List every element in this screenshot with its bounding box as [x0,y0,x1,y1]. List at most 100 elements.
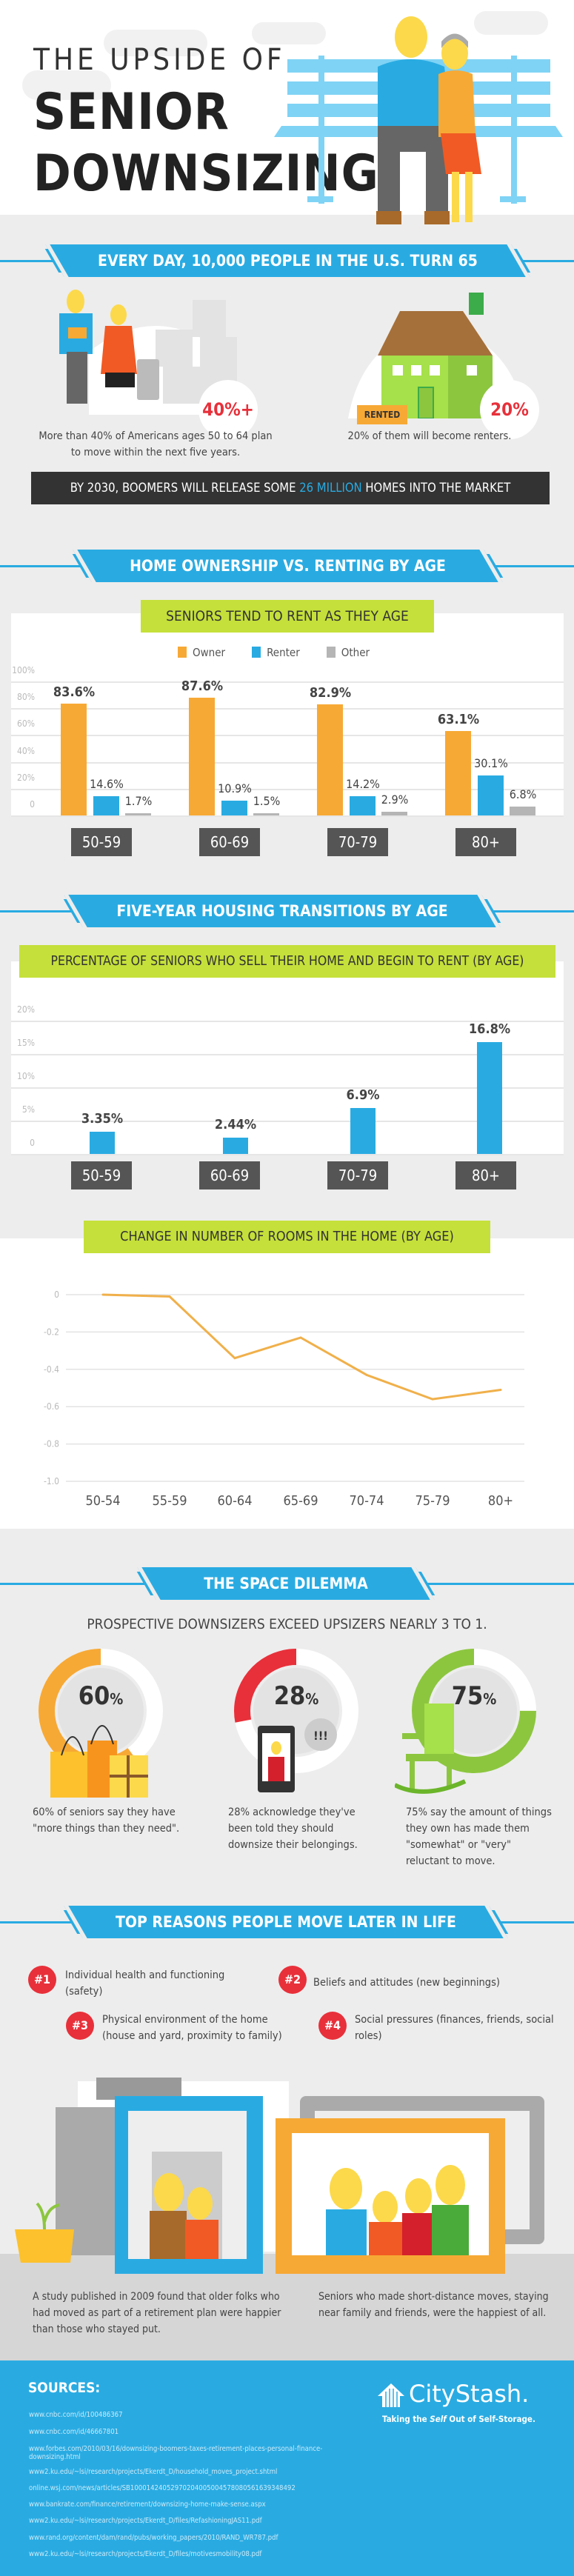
reason-3-text: Physical environment of the home (house … [102,2014,282,2042]
value-label-renter: 14.2% [346,777,380,792]
gridline [11,681,564,683]
value-label: 3.35% [81,1110,124,1127]
bar-80+ [477,1041,502,1154]
source-link[interactable]: online.wsj.com/news/articles/SB100014240… [29,2484,296,2492]
ring-percent-value: 28% [231,1681,361,1711]
bar-50-59 [90,1131,115,1154]
couple-on-bench-illustration [274,16,563,224]
bar-owner-80+ [445,730,471,815]
brand-name: CityStash. [409,2380,530,2408]
family-photo-frames-illustration [15,2078,544,2274]
bar-renter-60-69 [221,801,247,815]
ring-number: 60 [78,1681,110,1711]
bar-60-69 [223,1138,248,1154]
space-caption: 28% acknowledge they've been told they s… [228,1806,358,1851]
line-point-60-64 [233,1357,236,1360]
value-label-renter: 30.1% [474,755,508,770]
line-point-70-74 [365,1373,368,1376]
value-label: 2.44% [214,1117,257,1133]
bar-owner-70-79 [317,704,343,815]
stat-40-caption: More than 40% of Americans ages 50 to 64… [39,430,273,458]
ownership-chart: 100% 80% 60% 40% 20% 0 83.6% 14.6% 1.7% 87.6% 10.9… [11,613,564,817]
x-tick: 75-79 [415,1493,450,1509]
stat-20-caption: 20% of them will become renters. [347,430,512,442]
value-label: 16.8% [468,1021,511,1037]
y-tick: 100% [12,665,35,675]
reason-2-text: Beliefs and attitudes (new beginnings) [313,1977,500,1989]
caption-short-distance: Seniors who made short-distance moves, s… [318,2291,549,2319]
legend-swatch [178,647,187,658]
sources-section: SOURCES: www.cnbc.com/id/100486367 www.cn… [0,2360,574,2576]
age-label-50-59: 50-59 [71,828,132,856]
shopping-bags-icon [50,1725,148,1798]
gridline [11,1154,564,1155]
gridline [11,708,564,710]
line-point-50-54 [101,1293,104,1296]
legend-renter: Renter [252,646,300,659]
ring-unit: % [305,1690,319,1708]
gridline [11,735,564,737]
value-label-other: 1.5% [253,794,281,809]
x-tick: 50-54 [85,1493,120,1509]
y-tick: -0.4 [44,1364,59,1375]
bar-renter-50-59 [93,795,119,815]
age-label-80+: 80+ [455,1161,516,1189]
source-link[interactable]: www.cnbc.com/id/46667801 [29,2428,119,2436]
value-label-other: 2.9% [381,792,409,807]
line-point-55-59 [168,1295,171,1298]
source-link[interactable]: www2.ku.edu/~lsi/research/projects/Ekerd… [29,2468,278,2476]
ownership-banner: HOME OWNERSHIP VS. RENTING BY AGE [0,550,574,582]
bar-other-80+ [510,806,535,815]
gridline [11,1087,564,1089]
y-tick: 10% [17,1071,35,1081]
ring-percent-value: 60% [36,1681,166,1711]
ring-percent-value: 75% [409,1681,539,1711]
y-tick: -0.6 [44,1401,59,1412]
bar-other-70-79 [381,811,407,815]
phone-icon: !!! [258,1718,337,1792]
source-link[interactable]: www.cnbc.com/id/100486367 [29,2411,123,2419]
source-link[interactable]: www2.ku.edu/~lsi/research/projects/Ekerd… [29,2517,262,2525]
gridline [11,815,564,817]
x-tick: 80+ [488,1493,513,1509]
x-tick: 55-59 [152,1493,187,1509]
house-logo-icon [378,2383,404,2407]
reason-badge-1: #1 [28,1966,56,1994]
value-label-renter: 10.9% [218,781,252,796]
reason-badge-3: #3 [66,2012,94,2040]
source-link[interactable]: www.bankrate.com/finance/retirement/down… [29,2500,266,2509]
y-tick: 60% [17,718,35,730]
rooms-chart: 0 -0.2 -0.4 -0.6 -0.8 -1.0 50-54 55-59 60-64 65-6… [0,1238,574,1529]
value-label-other: 1.7% [124,793,153,808]
legend-other: Other [326,646,370,659]
gridline [11,1021,564,1022]
bar-owner-60-69 [189,698,215,815]
source-link[interactable]: www.rand.org/content/dam/rand/pubs/worki… [29,2534,278,2542]
brand-tagline: Taking the Self Out of Self-Storage. [382,2414,535,2424]
bar-renter-70-79 [350,796,376,815]
legend-label: Other [341,646,370,659]
source-link[interactable]: www.forbes.com/2010/03/16/downsizing-boo… [29,2445,323,2461]
ownership-legend: Owner Renter Other [178,646,415,661]
value-label: 6.9% [346,1087,380,1103]
gridline [11,1121,564,1122]
y-tick: 40% [17,745,35,756]
ring-number: 28 [273,1681,306,1711]
y-tick: -0.2 [44,1327,59,1337]
stat-40-circle: 40%+ [198,380,258,439]
ownership-chart-title: SENIORS TEND TO RENT AS THEY AGE [141,600,434,633]
x-tick: 70-74 [349,1493,384,1509]
bar-owner-50-59 [61,703,87,815]
transitions-banner: FIVE-YEAR HOUSING TRANSITIONS BY AGE [0,895,574,927]
source-link[interactable]: www2.ku.edu/~lsi/research/projects/Ekerd… [29,2550,262,2558]
x-tick: 60-64 [217,1493,252,1509]
rooms-line [102,1293,501,1401]
line-point-80+ [499,1389,502,1392]
value-label-owner: 83.6% [53,684,96,700]
rented-sign: RENTED [357,405,407,424]
hero-section: THE UPSIDE OF SENIOR DOWNSIZING [0,0,574,224]
legend-owner: Owner [178,646,225,659]
ring-unit: % [483,1690,497,1708]
reason-1-text: Individual health and functioning (safet… [65,1969,225,1998]
stat-20-circle: 20% [480,380,539,439]
